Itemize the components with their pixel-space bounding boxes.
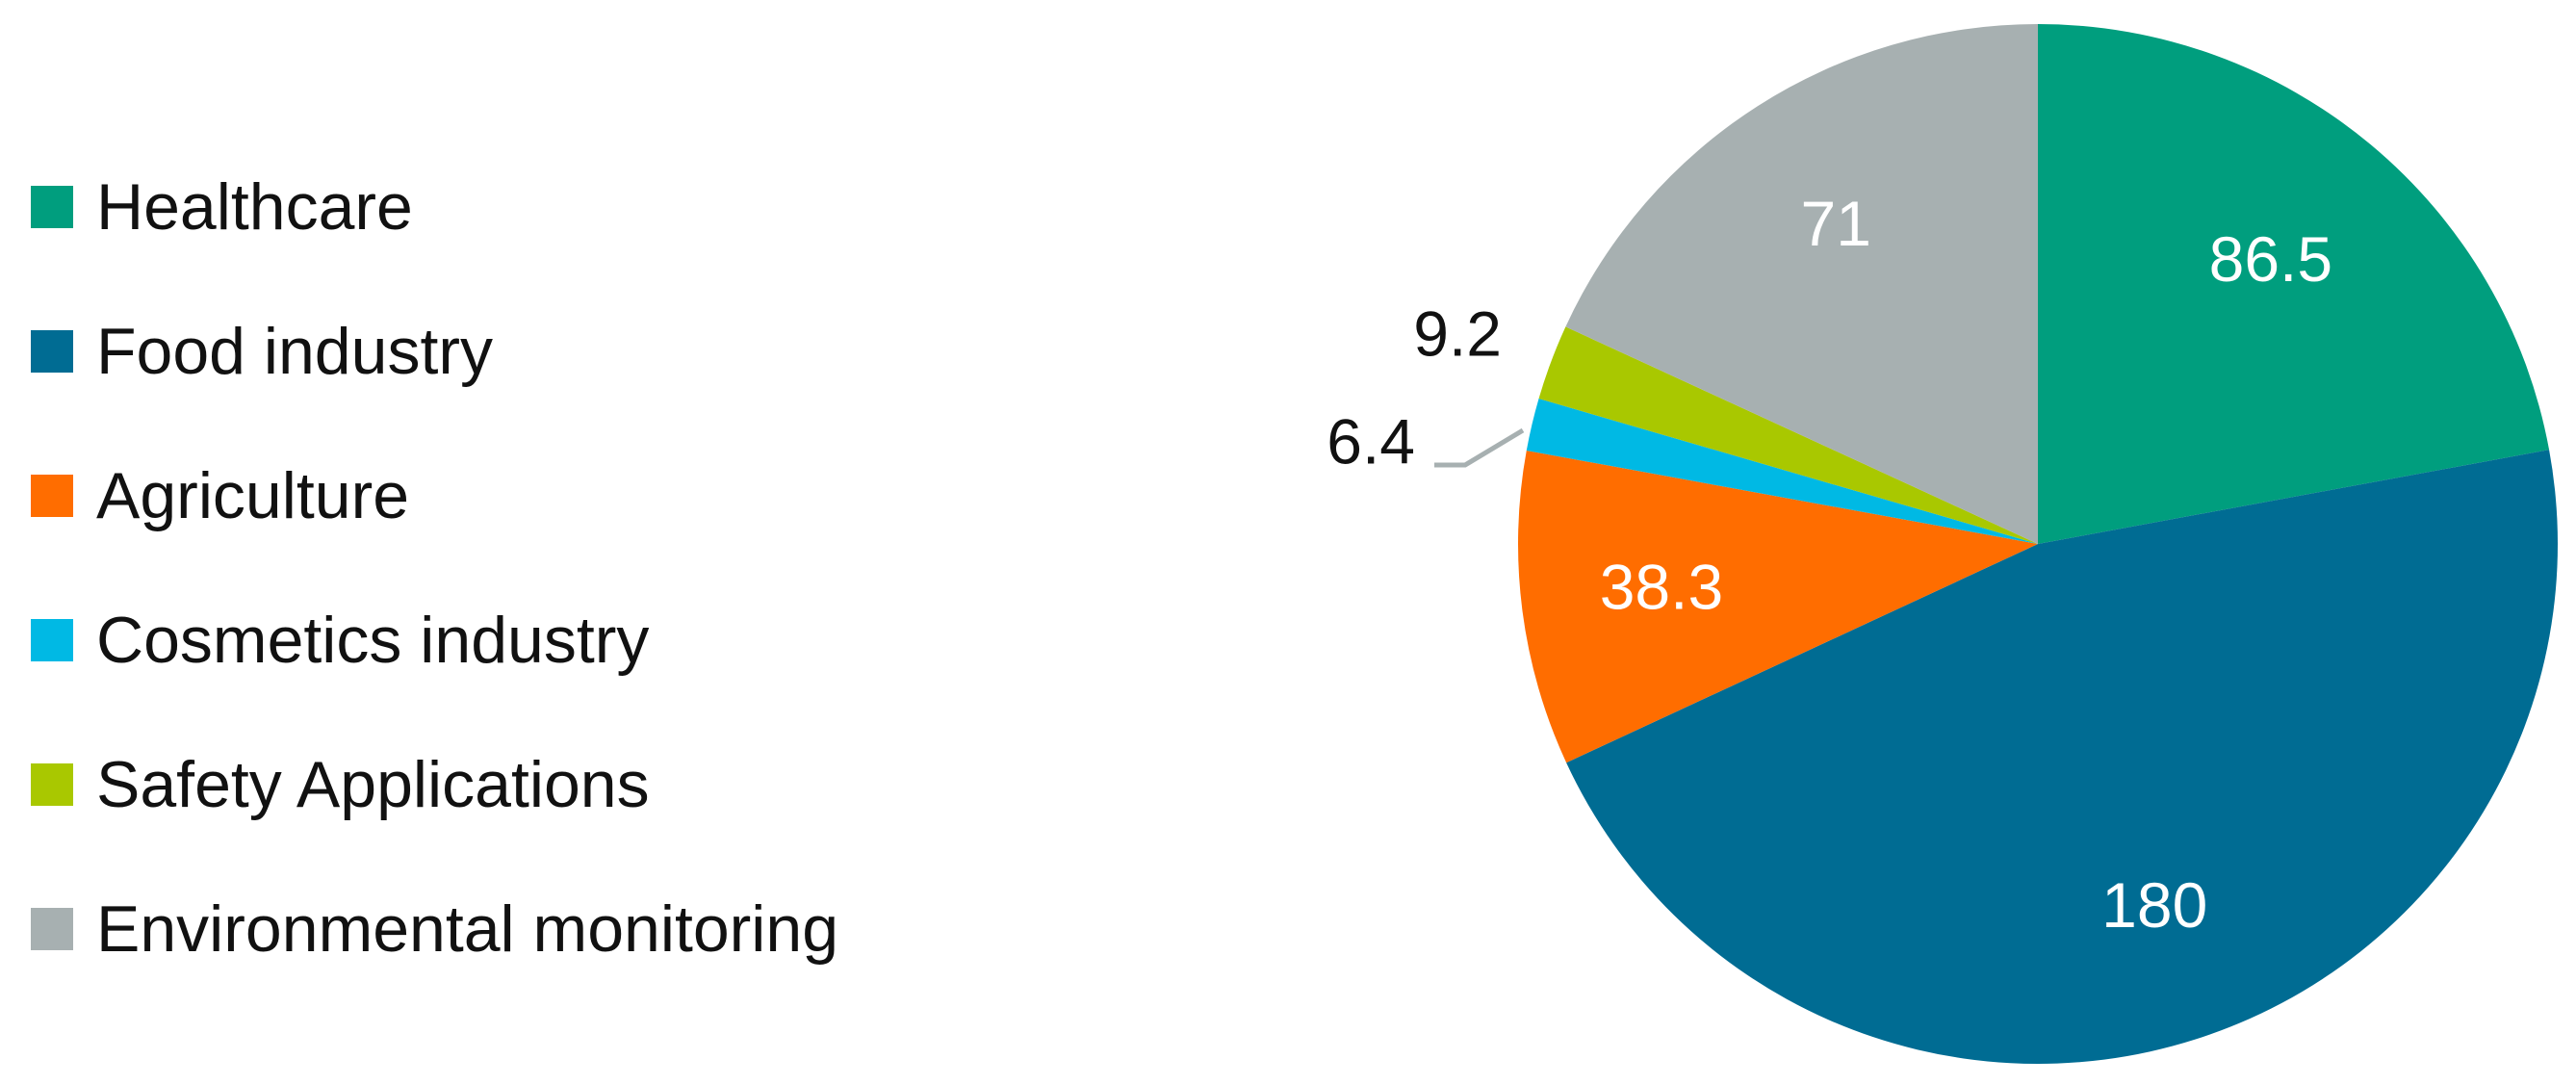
legend-swatch-food-industry	[31, 330, 73, 373]
legend-label-cosmetics-industry: Cosmetics industry	[96, 604, 650, 677]
legend-label-environmental-monitoring: Environmental monitoring	[96, 892, 839, 966]
pie-slice-agriculture	[1518, 451, 2038, 763]
legend-item-cosmetics-industry: Cosmetics industry	[31, 568, 838, 712]
data-label-safety-applications: 9.2	[1413, 297, 1502, 369]
legend-swatch-agriculture	[31, 475, 73, 517]
legend-swatch-healthcare	[31, 186, 73, 228]
legend-swatch-cosmetics-industry	[31, 619, 73, 661]
pie-slice-food-industry	[1566, 450, 2558, 1064]
data-label-environmental-monitoring: 71	[1801, 188, 1871, 259]
pie-data-labels: 86.5 180 38.3 6.4 9.2 71	[1327, 188, 2332, 941]
pie-slice-healthcare	[2038, 24, 2550, 544]
legend-item-safety-applications: Safety Applications	[31, 712, 838, 857]
legend-item-food-industry: Food industry	[31, 279, 838, 424]
legend-label-food-industry: Food industry	[96, 315, 493, 388]
legend-swatch-environmental-monitoring	[31, 908, 73, 950]
legend-label-agriculture: Agriculture	[96, 459, 410, 532]
data-label-food-industry: 180	[2101, 869, 2207, 941]
pie-slice-safety-applications	[1538, 326, 2038, 544]
pie-leader-lines	[1434, 427, 1525, 468]
pie-slices	[1518, 24, 2558, 1064]
leader-line-cosmetics-industry	[1434, 427, 1525, 468]
legend-swatch-safety-applications	[31, 763, 73, 806]
data-label-agriculture: 38.3	[1600, 551, 1723, 622]
pie-slice-environmental-monitoring	[1565, 24, 2038, 544]
data-label-healthcare: 86.5	[2209, 223, 2332, 295]
legend-label-healthcare: Healthcare	[96, 170, 413, 244]
data-label-cosmetics-industry: 6.4	[1327, 405, 1415, 477]
legend-item-healthcare: Healthcare	[31, 135, 838, 279]
legend-item-agriculture: Agriculture	[31, 424, 838, 568]
chart-legend: Healthcare Food industry Agriculture Cos…	[31, 135, 838, 1001]
pie-slice-cosmetics-industry	[1526, 399, 2038, 544]
legend-label-safety-applications: Safety Applications	[96, 748, 650, 821]
legend-item-environmental-monitoring: Environmental monitoring	[31, 857, 838, 1001]
